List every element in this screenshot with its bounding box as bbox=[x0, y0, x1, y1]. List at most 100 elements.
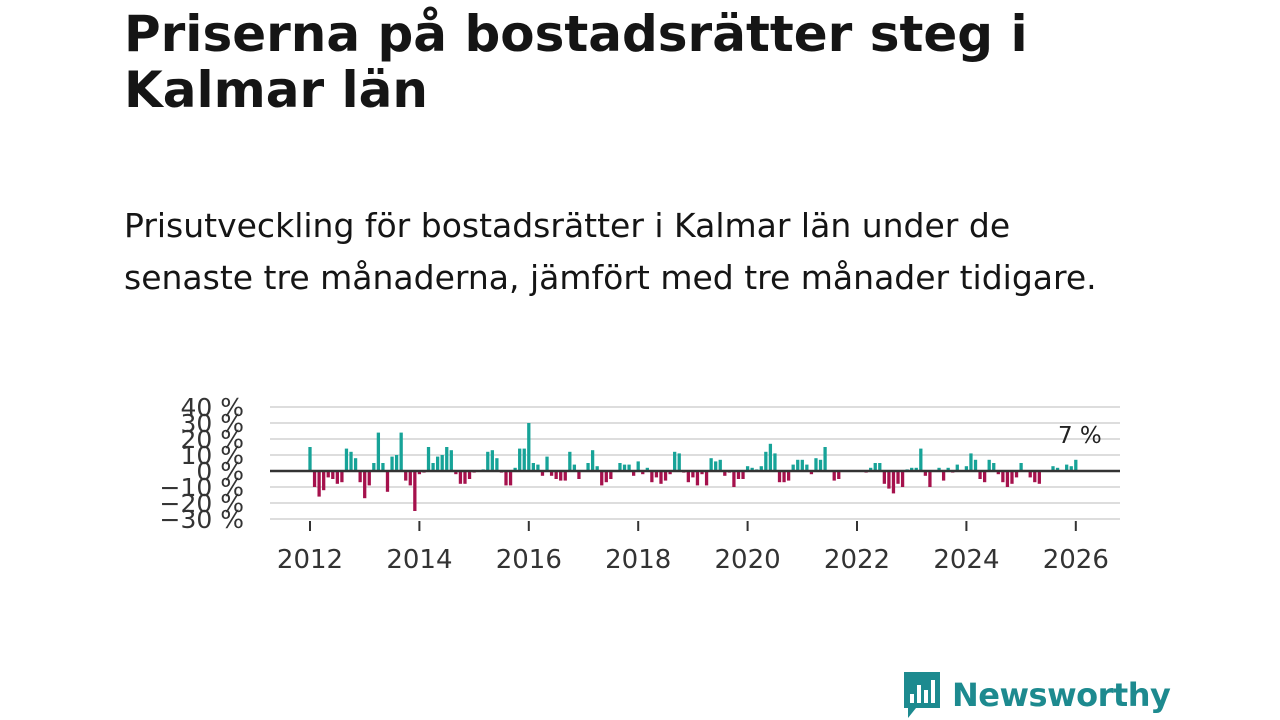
newsworthy-logo-text: Newsworthy bbox=[952, 676, 1171, 714]
bar bbox=[800, 459, 804, 471]
bar bbox=[545, 456, 549, 471]
bar bbox=[490, 450, 494, 471]
bar bbox=[946, 467, 950, 471]
bar bbox=[1014, 471, 1019, 478]
bar bbox=[390, 456, 394, 471]
bar bbox=[1069, 466, 1073, 471]
bar bbox=[887, 471, 891, 489]
bar bbox=[969, 453, 973, 471]
bar bbox=[458, 471, 463, 484]
bar bbox=[919, 448, 923, 471]
bar bbox=[937, 467, 941, 471]
bar bbox=[1005, 471, 1010, 487]
bar bbox=[1010, 471, 1014, 484]
bar bbox=[426, 447, 431, 471]
bar bbox=[723, 471, 727, 476]
bar bbox=[413, 471, 417, 511]
price-change-chart: 40 %30 %20 %10 %0 %−10 %−20 %−30 % 2012 2… bbox=[160, 393, 1120, 575]
y-tick-label: 20 % bbox=[180, 425, 244, 454]
x-tick-label: 2018 bbox=[605, 545, 671, 575]
bar bbox=[312, 471, 317, 487]
bar bbox=[495, 458, 499, 471]
bar bbox=[1055, 467, 1060, 471]
bar bbox=[786, 471, 791, 481]
bar bbox=[741, 471, 745, 479]
bar bbox=[896, 471, 900, 484]
bar bbox=[704, 471, 709, 486]
bar bbox=[504, 471, 508, 486]
bar bbox=[590, 450, 595, 471]
bar bbox=[577, 471, 581, 479]
bar bbox=[809, 471, 814, 475]
annotation-layer: 7 % bbox=[1058, 423, 1102, 449]
last-value-annotation: 7 % bbox=[1058, 423, 1102, 449]
bar bbox=[572, 464, 577, 471]
x-tick-label: 2014 bbox=[386, 545, 452, 575]
newsworthy-logo: Newsworthy bbox=[902, 672, 1171, 718]
bar bbox=[814, 458, 818, 471]
bar bbox=[663, 471, 668, 481]
bar bbox=[764, 451, 768, 471]
bar bbox=[376, 432, 381, 471]
bar bbox=[344, 448, 349, 471]
bar bbox=[891, 471, 896, 494]
bar bbox=[632, 471, 636, 476]
y-tick-label: 0 % bbox=[196, 457, 244, 486]
bar bbox=[709, 458, 713, 471]
bar bbox=[641, 471, 645, 475]
x-tick-label: 2026 bbox=[1043, 545, 1109, 575]
bar bbox=[609, 471, 613, 479]
bar bbox=[805, 464, 809, 471]
bar bbox=[486, 451, 490, 471]
bar bbox=[317, 471, 321, 497]
bar bbox=[686, 471, 690, 483]
bar bbox=[1051, 466, 1055, 471]
bar bbox=[554, 471, 558, 479]
bar bbox=[563, 471, 567, 481]
bar bbox=[791, 464, 795, 471]
bar bbox=[381, 463, 385, 471]
bar bbox=[435, 456, 440, 471]
bar bbox=[404, 471, 408, 481]
bar bbox=[536, 464, 540, 471]
bar bbox=[736, 471, 741, 479]
bar bbox=[695, 471, 700, 486]
y-tick-label: −30 % bbox=[160, 505, 244, 534]
bar bbox=[882, 471, 886, 484]
bar bbox=[1033, 471, 1037, 483]
bar bbox=[358, 471, 362, 483]
bar bbox=[823, 447, 827, 471]
bar bbox=[559, 471, 563, 481]
bar bbox=[449, 450, 453, 471]
bar bbox=[627, 464, 631, 471]
bar bbox=[308, 447, 312, 471]
bar bbox=[677, 453, 681, 471]
bar bbox=[595, 466, 599, 471]
bar bbox=[745, 466, 750, 471]
bar bbox=[996, 471, 1000, 475]
y-tick-label: −20 % bbox=[160, 489, 244, 518]
bar bbox=[973, 459, 978, 471]
bar bbox=[659, 471, 663, 484]
bar bbox=[618, 463, 622, 471]
bar bbox=[331, 471, 335, 479]
bar bbox=[1037, 471, 1041, 484]
bar bbox=[363, 471, 367, 499]
y-axis-ticks: 40 %30 %20 %10 %0 %−10 %−20 %−30 % bbox=[160, 393, 244, 534]
bar bbox=[326, 471, 330, 478]
bar bbox=[1001, 471, 1005, 483]
bar bbox=[718, 459, 722, 471]
chart-subtitle: Prisutveckling för bostadsrätter i Kalma… bbox=[124, 206, 1097, 297]
x-tick-label: 2020 bbox=[715, 545, 781, 575]
bar bbox=[837, 471, 841, 479]
bar bbox=[335, 471, 339, 484]
bar-series bbox=[308, 423, 1078, 511]
bar bbox=[508, 471, 513, 486]
bar bbox=[941, 471, 946, 481]
bar bbox=[349, 451, 353, 471]
bar bbox=[987, 459, 991, 471]
bar bbox=[900, 471, 905, 487]
bar bbox=[604, 471, 608, 483]
y-tick-label: 30 % bbox=[180, 409, 244, 438]
bar bbox=[622, 464, 627, 471]
